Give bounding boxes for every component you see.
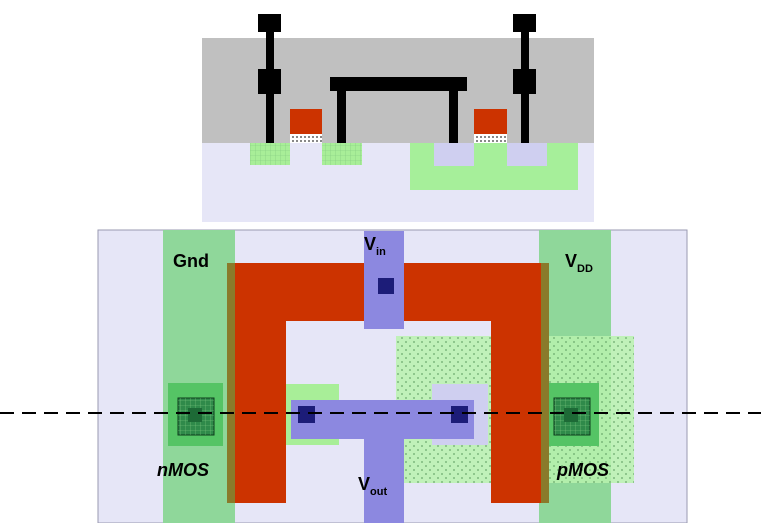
gnd-rail bbox=[163, 230, 235, 523]
metal-bridge-output bbox=[330, 77, 467, 91]
vin-label: Vin bbox=[364, 234, 386, 258]
metal-pad-vdd-top bbox=[513, 14, 536, 32]
vdd-contact bbox=[553, 397, 591, 436]
vdd-subscript: DD bbox=[577, 263, 593, 275]
metal-pad-gnd-top bbox=[258, 14, 281, 32]
vout-label: Vout bbox=[358, 474, 387, 498]
vdd-label: VDD bbox=[565, 251, 593, 275]
p-diffusion-right bbox=[507, 143, 547, 166]
gate-oxide-nmos bbox=[290, 134, 322, 143]
cross-section bbox=[202, 14, 594, 222]
metal-via-output-right bbox=[449, 91, 458, 143]
vout-metal-vertical bbox=[364, 439, 404, 523]
gnd-label: Gnd bbox=[173, 251, 209, 271]
layout-view bbox=[97, 229, 688, 523]
metal-via-output-left bbox=[337, 91, 346, 143]
vout-subscript: out bbox=[370, 486, 387, 498]
vin-subscript: in bbox=[376, 246, 386, 258]
metal-pad-vdd-mid bbox=[513, 69, 536, 94]
poly-edge-right bbox=[541, 263, 549, 503]
p-diffusion-left bbox=[434, 143, 474, 166]
poly-edge-left bbox=[227, 263, 235, 503]
gate-oxide-pmos bbox=[474, 134, 507, 143]
poly-gate-nmos bbox=[290, 109, 322, 134]
n-diffusion-left-grid bbox=[250, 143, 290, 165]
vout-metal-horizontal bbox=[291, 400, 474, 439]
vin-contact bbox=[378, 278, 394, 294]
n-diffusion-right-grid bbox=[322, 143, 362, 165]
pmos-label: pMOS bbox=[556, 460, 609, 480]
nmos-label: nMOS bbox=[157, 460, 209, 480]
poly-gate-pmos bbox=[474, 109, 507, 134]
vout-contact-left bbox=[298, 406, 315, 423]
metal-pad-gnd-mid bbox=[258, 69, 281, 94]
gnd-contact bbox=[177, 397, 215, 436]
vout-contact-right bbox=[451, 406, 468, 423]
